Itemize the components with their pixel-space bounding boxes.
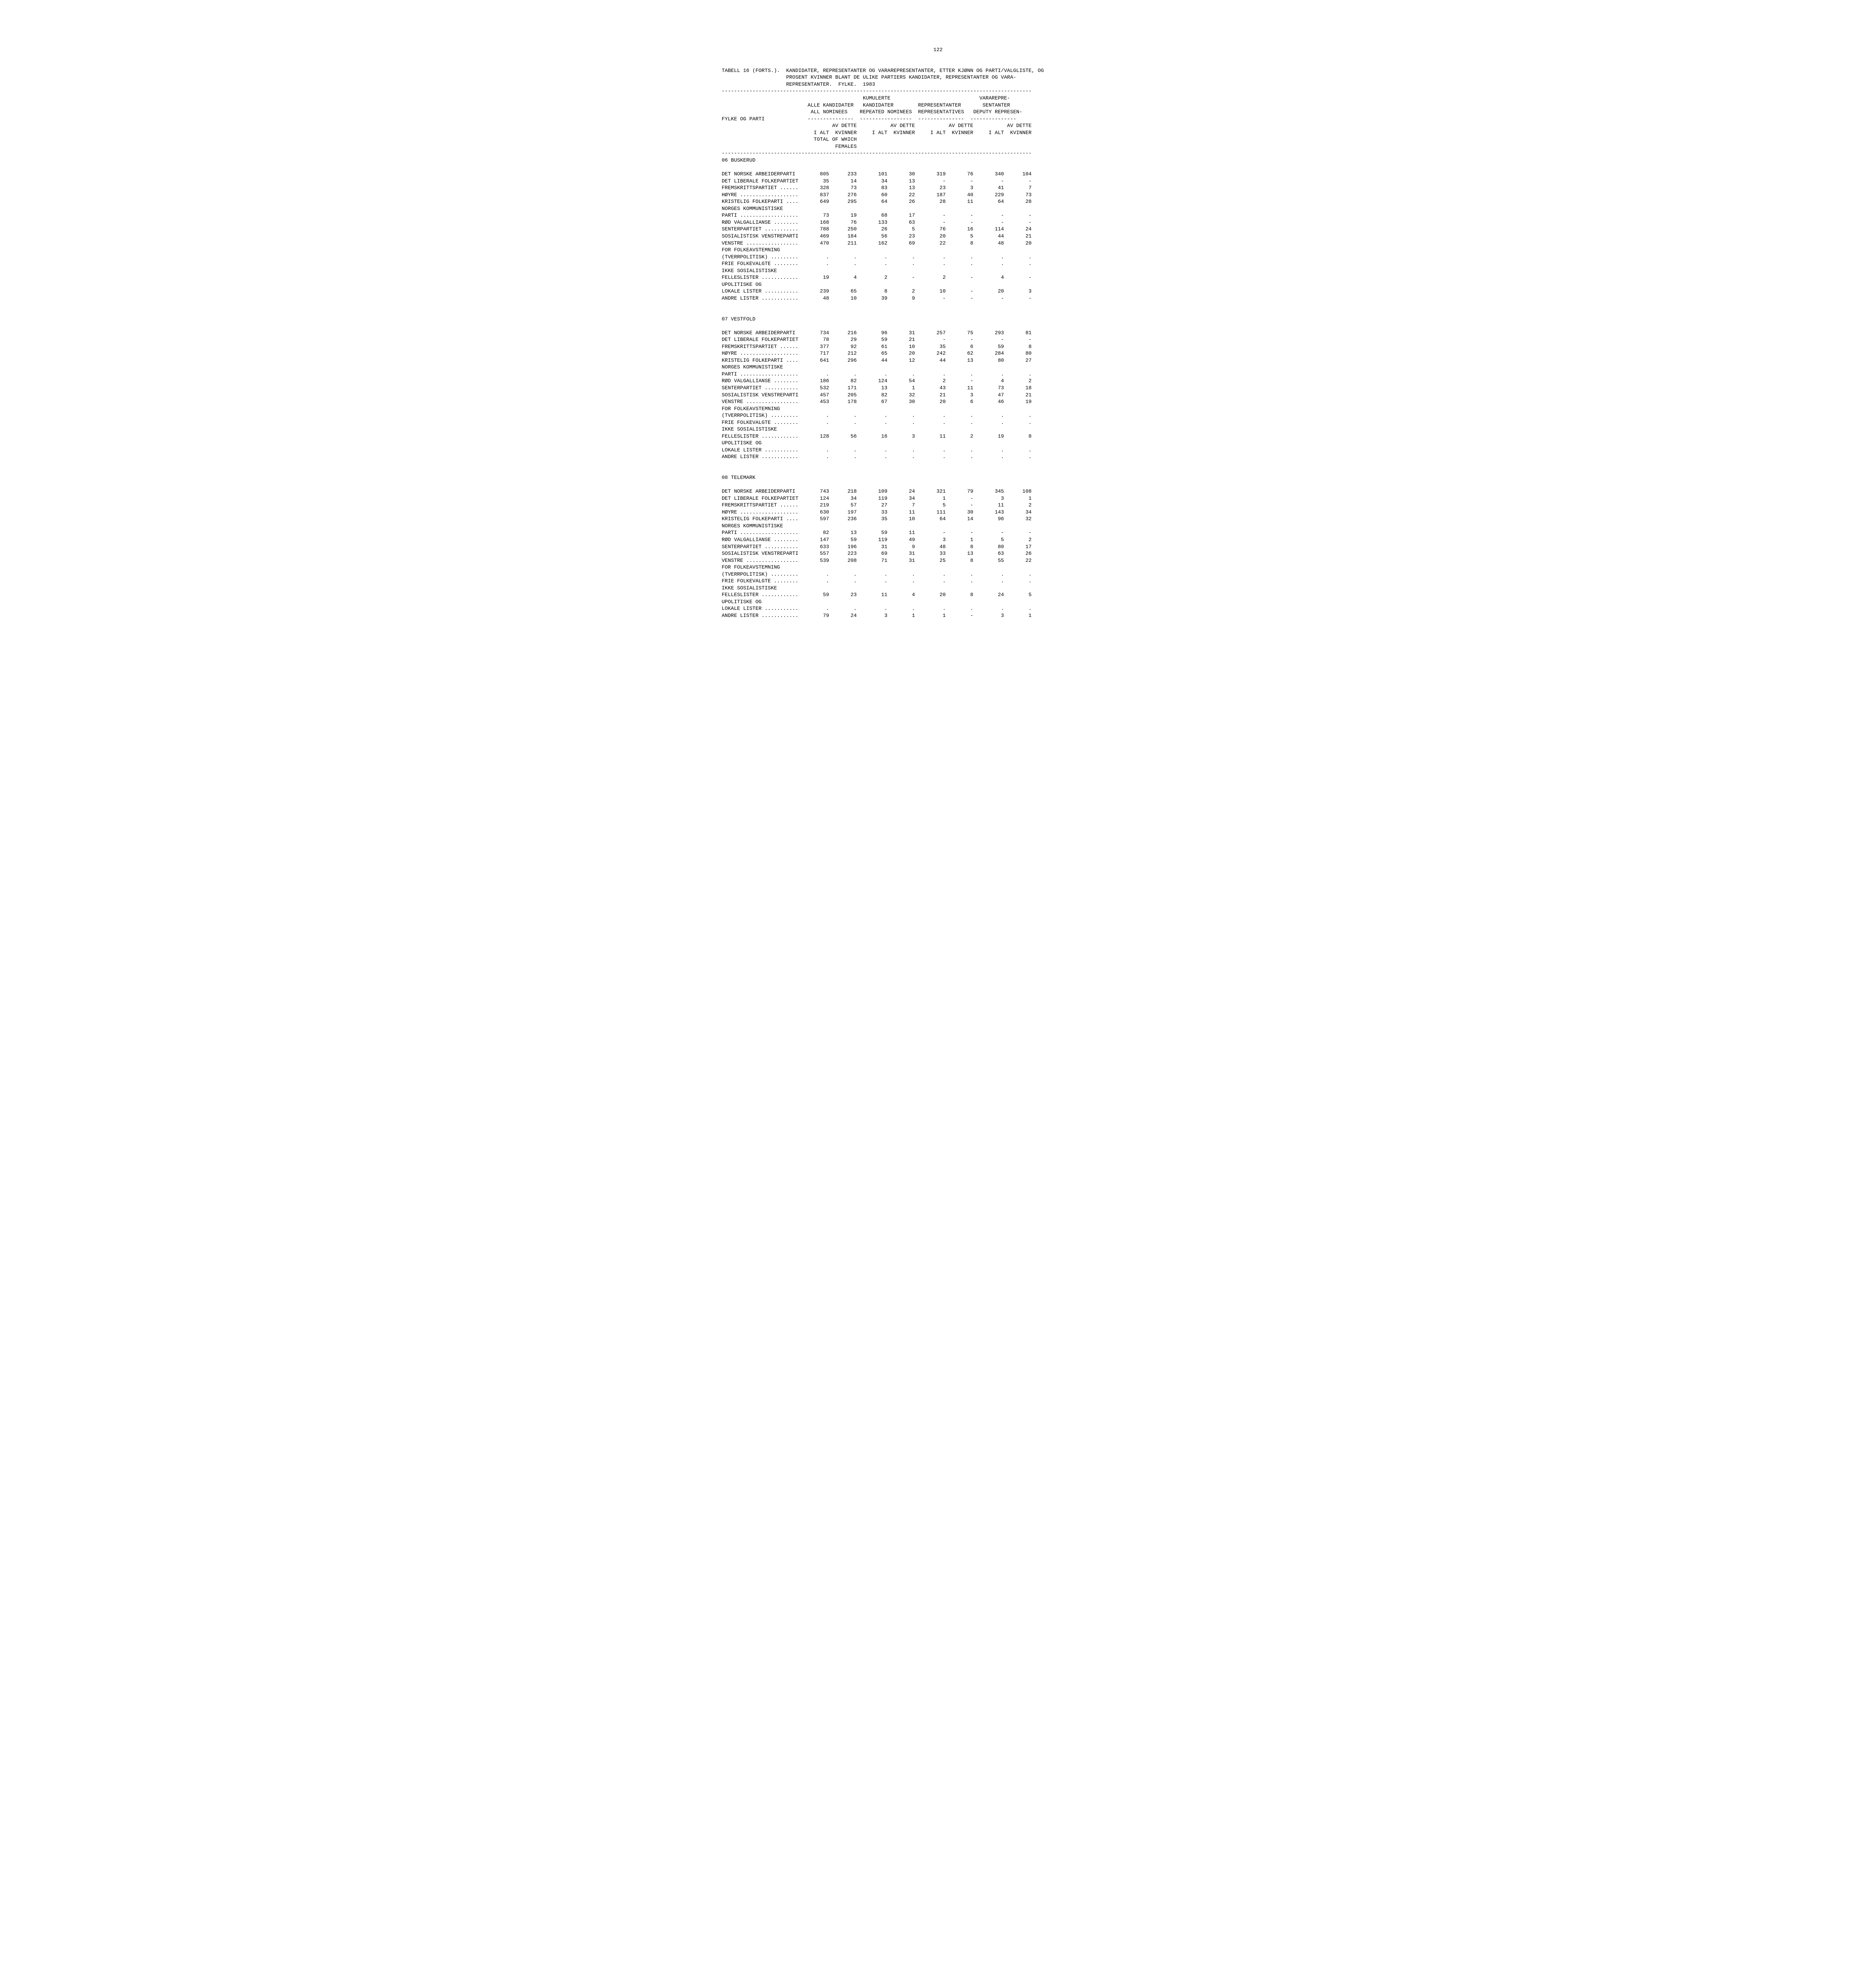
document-page: 122 TABELL 16 (FORTS.). KANDIDATER, REPR… [722, 46, 1154, 619]
table-content: TABELL 16 (FORTS.). KANDIDATER, REPRESEN… [722, 60, 1154, 619]
page-number: 122 [722, 46, 1154, 53]
